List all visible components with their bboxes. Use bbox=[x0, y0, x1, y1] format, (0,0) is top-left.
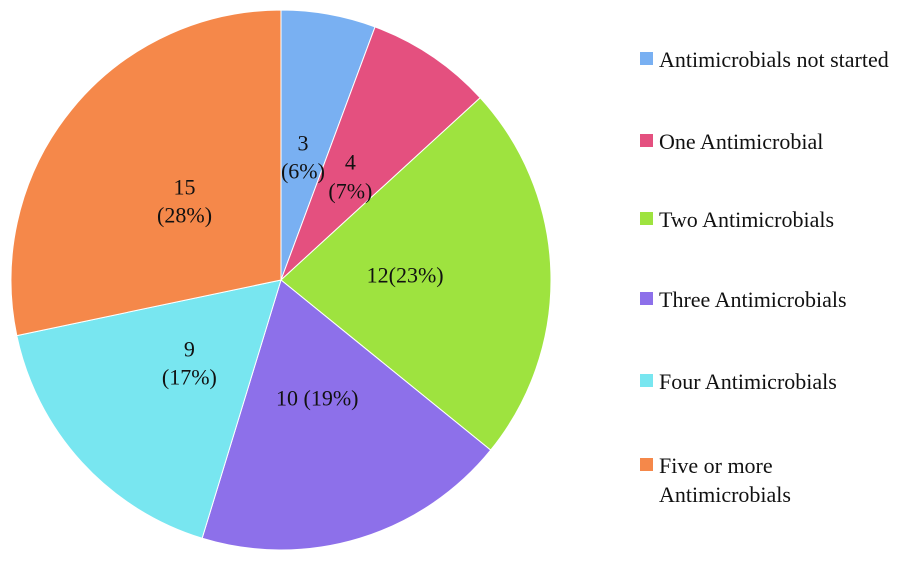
pie-slice bbox=[280, 97, 552, 451]
pie-slice bbox=[280, 26, 481, 281]
legend-label: Three Antimicrobials bbox=[659, 287, 847, 312]
slice-label: 4 (7%) bbox=[328, 149, 373, 203]
legend-label: Antimicrobials not started bbox=[659, 47, 889, 72]
pie-slice bbox=[201, 279, 492, 551]
pie-slice bbox=[10, 9, 282, 337]
slice-label: 3 (6%) bbox=[280, 130, 325, 184]
legend-item: One Antimicrobial bbox=[640, 128, 910, 157]
legend-item: Two Antimicrobials bbox=[640, 206, 910, 235]
slice-label: 12(23%) bbox=[366, 263, 444, 289]
pie-area bbox=[10, 9, 552, 551]
slice-label: 10 (19%) bbox=[276, 385, 359, 411]
slice-label: 15 (28%) bbox=[157, 174, 213, 228]
pie-slice bbox=[16, 279, 282, 539]
legend-swatch bbox=[640, 212, 653, 225]
legend-item: Three Antimicrobials bbox=[640, 286, 910, 315]
legend-item: Antimicrobials not started bbox=[640, 46, 910, 75]
legend-item: Five or more Antimicrobials bbox=[640, 452, 910, 509]
legend-label: Two Antimicrobials bbox=[659, 207, 835, 232]
legend-swatch bbox=[640, 374, 653, 387]
legend-swatch bbox=[640, 134, 653, 147]
legend-label: One Antimicrobial bbox=[659, 129, 824, 154]
legend-item: Four Antimicrobials bbox=[640, 368, 910, 397]
slice-label: 9 (17%) bbox=[161, 336, 217, 390]
legend-swatch bbox=[640, 458, 653, 471]
legend-swatch bbox=[640, 52, 653, 65]
legend-label: Five or more Antimicrobials bbox=[659, 453, 791, 507]
legend-label: Four Antimicrobials bbox=[659, 369, 837, 394]
legend-swatch bbox=[640, 292, 653, 305]
